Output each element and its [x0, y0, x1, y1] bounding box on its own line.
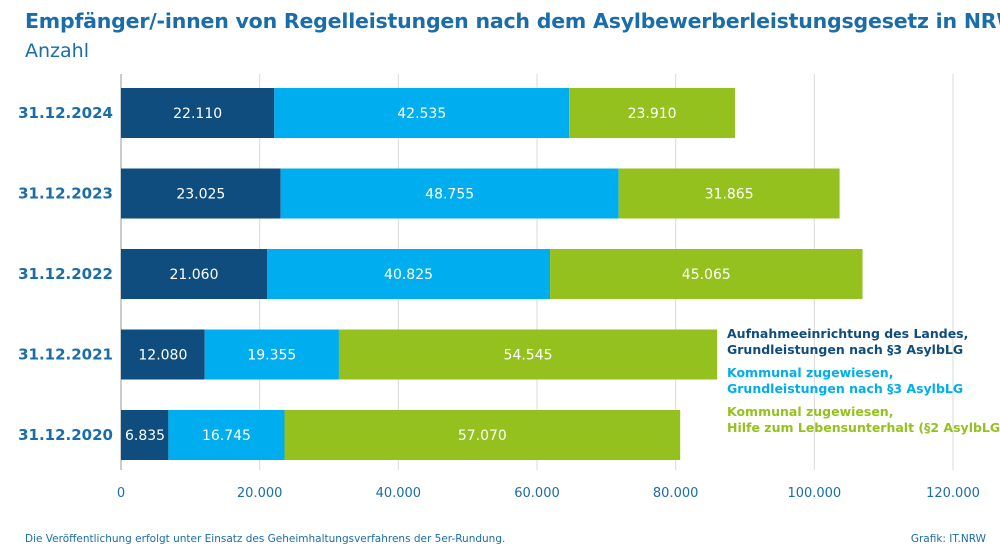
legend-item-kommunal-hilfe: Kommunal zugewiesen, Hilfe zum Lebensunt…	[727, 404, 1000, 436]
bar-value-label: 16.745	[202, 428, 251, 444]
bar-value-label: 54.545	[504, 348, 553, 364]
bar-segment	[550, 249, 863, 299]
x-tick-label: 40.000	[376, 486, 422, 501]
bar-segment	[569, 88, 735, 138]
bar-value-label: 21.060	[170, 267, 219, 283]
legend-item-kommunal-grundleistungen: Kommunal zugewiesen, Grundleistungen nac…	[727, 365, 1000, 397]
legend-label-line1: Kommunal zugewiesen,	[727, 404, 894, 419]
y-category-label: 31.12.2022	[18, 265, 113, 283]
bar-segment	[204, 329, 339, 380]
bar-value-label: 40.825	[384, 267, 433, 283]
x-tick-label: 120.000	[926, 486, 980, 501]
x-tick-label: 60.000	[514, 486, 560, 501]
source-credit: Grafik: IT.NRW	[910, 533, 986, 545]
legend-label-line1: Kommunal zugewiesen,	[727, 365, 894, 380]
legend-label-line2: Grundleistungen nach §3 AsylbLG	[727, 381, 964, 396]
bar-value-label: 48.755	[425, 187, 474, 203]
bar-value-label: 42.535	[397, 106, 446, 122]
bar-value-label: 31.865	[705, 187, 754, 203]
chart-legend: Aufnahmeeinrichtung des Landes, Grundlei…	[727, 326, 1000, 443]
x-tick-label: 20.000	[237, 486, 283, 501]
bar-segment	[284, 410, 681, 460]
y-category-label: 31.12.2021	[18, 346, 113, 364]
legend-label-line2: Grundleistungen nach §3 AsylbLG	[727, 342, 964, 357]
x-tick-label: 0	[117, 486, 125, 501]
bar-value-label: 45.065	[682, 267, 731, 283]
bar-segment	[121, 329, 205, 380]
y-category-label: 31.12.2020	[18, 426, 113, 444]
legend-item-aufnahmeeinrichtung: Aufnahmeeinrichtung des Landes, Grundlei…	[727, 326, 1000, 358]
bar-value-label: 23.910	[628, 106, 677, 122]
bar-value-label: 57.070	[458, 428, 507, 444]
bar-segment	[121, 410, 169, 460]
bar-value-label: 12.080	[138, 348, 187, 364]
bar-value-label: 6.835	[125, 428, 165, 444]
bar-segment	[274, 88, 570, 138]
bar-segment	[338, 329, 718, 380]
bar-value-label: 22.110	[173, 106, 222, 122]
bar-segment	[121, 88, 275, 138]
bar-value-label: 23.025	[176, 187, 225, 203]
legend-label-line1: Aufnahmeeinrichtung des Landes,	[727, 326, 969, 341]
legend-label-line2: Hilfe zum Lebensunterhalt (§2 AsylbLG)	[727, 420, 1000, 435]
bar-value-label: 19.355	[247, 348, 296, 364]
chart-title: Empfänger/-innen von Regelleistungen nac…	[25, 9, 1000, 33]
x-tick-label: 100.000	[787, 486, 841, 501]
bar-segment	[280, 168, 619, 219]
bar-segment	[168, 410, 285, 460]
bar-segment	[121, 168, 281, 219]
bar-segment	[121, 249, 268, 299]
y-category-label: 31.12.2023	[18, 185, 113, 203]
footnote: Die Veröffentlichung erfolgt unter Einsa…	[25, 533, 506, 545]
y-category-label: 31.12.2024	[18, 104, 113, 122]
bar-segment	[267, 249, 551, 299]
chart-subtitle: Anzahl	[25, 40, 89, 62]
x-tick-label: 80.000	[653, 486, 699, 501]
bar-segment	[618, 168, 840, 219]
